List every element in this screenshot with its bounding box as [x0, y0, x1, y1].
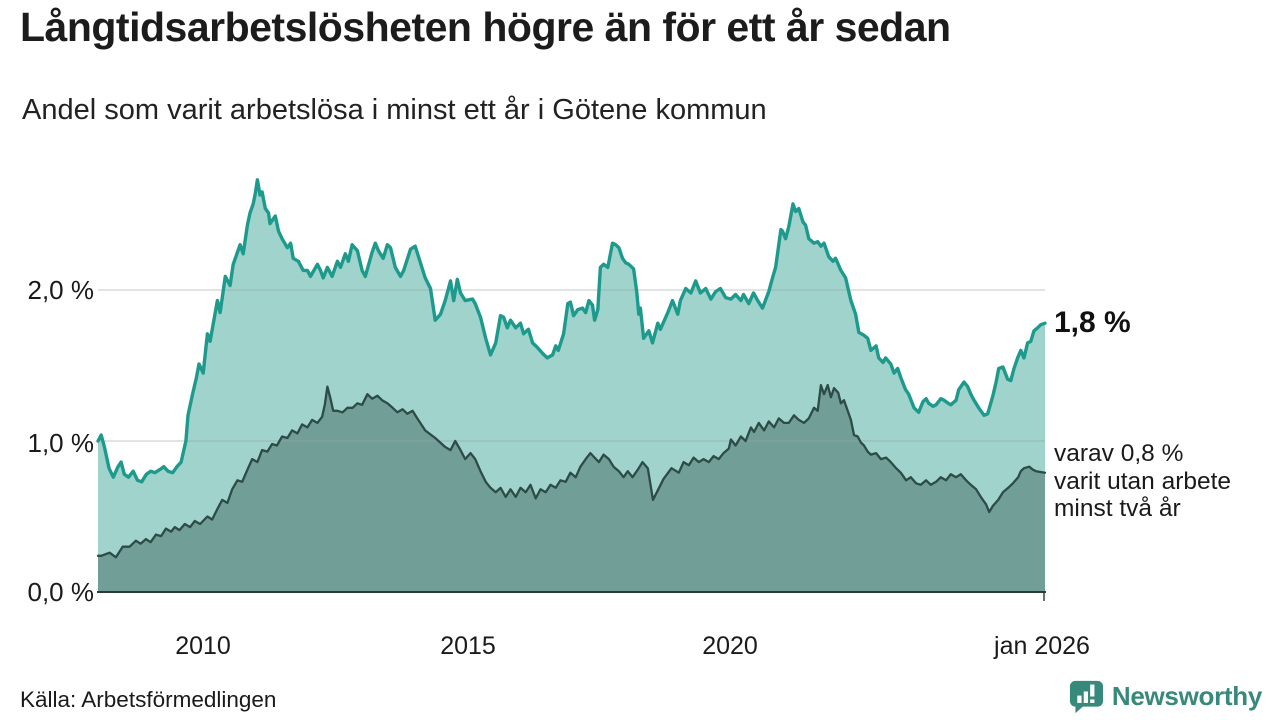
series2-end-note: varav 0,8 % varit utan arbete minst två … [1054, 440, 1231, 523]
y-axis-tick-1: 1,0 % [27, 428, 95, 458]
series2-end-note-line3: minst två år [1054, 495, 1181, 522]
series2-line [96, 383, 1047, 559]
series1-end-value-label: 1,8 % [1054, 306, 1131, 339]
x-axis-tick-2015: 2015 [440, 632, 496, 660]
brand-logo: Newsworthy [1068, 679, 1262, 714]
brand-name: Newsworthy [1111, 681, 1262, 711]
page-subtitle: Andel som varit arbetslösa i minst ett å… [22, 94, 767, 126]
x-axis-tick-jan-2026: jan 2026 [994, 632, 1090, 660]
page-title: Långtidsarbetslösheten högre än för ett … [20, 4, 951, 50]
y-axis-tick-0: 0,0 % [27, 577, 95, 607]
series2-end-note-line1: varav 0,8 % [1054, 440, 1184, 467]
bar-chart-speech-bubble-icon [1069, 680, 1103, 714]
series1-line [96, 178, 1047, 484]
series2-area-fill [98, 385, 1045, 592]
x-axis-tick-2010: 2010 [175, 632, 231, 660]
source-credit: Källa: Arbetsförmedlingen [20, 687, 277, 712]
x-axis-tick-2020: 2020 [702, 632, 758, 660]
series2-end-note-line2: varit utan arbete [1054, 467, 1232, 495]
y-axis-tick-2: 2,0 % [27, 275, 95, 305]
